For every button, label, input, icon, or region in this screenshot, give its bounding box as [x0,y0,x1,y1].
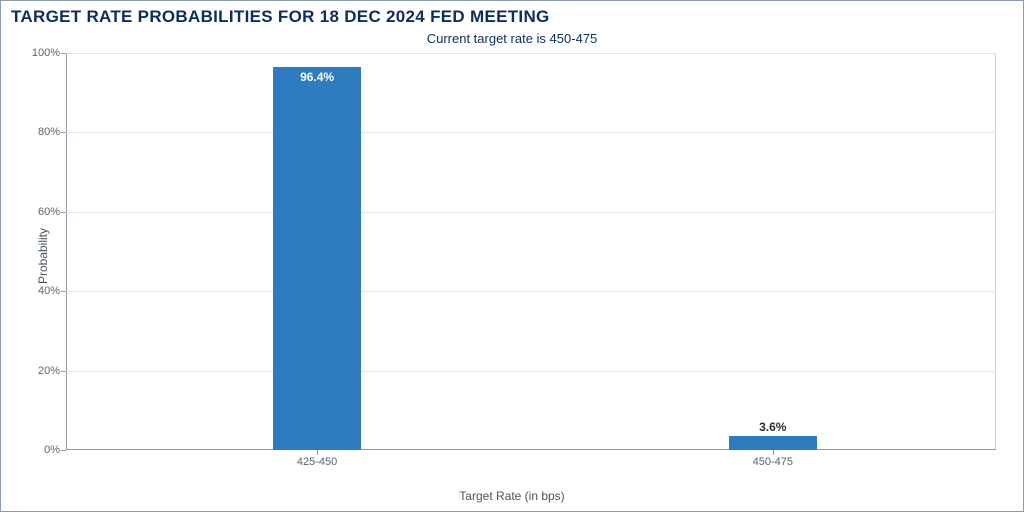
chart-frame: TARGET RATE PROBABILITIES FOR 18 DEC 202… [0,0,1024,512]
ytick-label: 0% [44,444,66,456]
y-axis-title: Probability [36,228,50,284]
xtick-label: 425-450 [297,456,337,468]
bar: 96.4% [273,67,361,450]
ytick-label: 20% [38,365,66,377]
bar-value-label: 3.6% [759,420,786,434]
bar-value-label: 96.4% [300,70,334,84]
ytick-label: 80% [38,126,66,138]
ytick-label: 60% [38,206,66,218]
chart-title: TARGET RATE PROBABILITIES FOR 18 DEC 202… [11,7,550,27]
y-axis-line [66,53,67,450]
gridline [66,53,996,54]
bar: 3.6% [729,436,817,450]
x-axis-line [66,449,996,450]
xtick-label: 450-475 [753,456,793,468]
ytick-label: 100% [32,47,66,59]
plot-border [66,53,996,450]
xtick-mark [773,450,774,455]
gridline [66,212,996,213]
gridline [66,371,996,372]
plot-area: 0%20%40%60%80%100%96.4%425-4503.6%450-47… [66,53,996,450]
gridline [66,291,996,292]
gridline [66,132,996,133]
chart-subtitle: Current target rate is 450-475 [1,31,1023,46]
x-axis-title: Target Rate (in bps) [1,489,1023,503]
ytick-label: 40% [38,285,66,297]
xtick-mark [317,450,318,455]
